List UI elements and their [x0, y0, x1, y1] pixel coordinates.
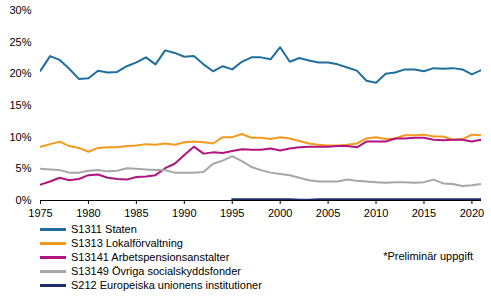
svg-text:2010: 2010: [364, 207, 388, 219]
svg-text:1980: 1980: [76, 207, 100, 219]
html-text:S1313 Lokalförvaltning: S1313 Lokalförvaltning: [71, 237, 183, 249]
svg-text:0%: 0%: [16, 194, 32, 206]
svg-text:25%: 25%: [9, 36, 31, 48]
svg-text:1995: 1995: [220, 207, 244, 219]
svg-text:1975: 1975: [28, 207, 52, 219]
svg-text:10%: 10%: [9, 131, 31, 143]
svg-text:30%: 30%: [9, 4, 31, 16]
html-text:S212 Europeiska unionens insti: S212 Europeiska unionens institutioner: [71, 279, 262, 291]
svg-text:1990: 1990: [172, 207, 196, 219]
svg-text:20%: 20%: [9, 67, 31, 79]
html-text:*Preliminär uppgift: *Preliminär uppgift: [383, 250, 473, 262]
html-text:S13141 Arbetspensionsanstalter: S13141 Arbetspensionsanstalter: [71, 251, 230, 263]
svg-text:2005: 2005: [316, 207, 340, 219]
svg-text:2015: 2015: [412, 207, 436, 219]
svg-text:1985: 1985: [124, 207, 148, 219]
html-text:S13149 Övriga socialskyddsfond: S13149 Övriga socialskyddsfonder: [71, 265, 241, 277]
svg-text:2000: 2000: [268, 207, 292, 219]
svg-text:15%: 15%: [9, 99, 31, 111]
svg-text:2020: 2020: [460, 207, 484, 219]
svg-text:5%: 5%: [16, 162, 32, 174]
html-text:S1311 Staten: S1311 Staten: [71, 223, 137, 235]
